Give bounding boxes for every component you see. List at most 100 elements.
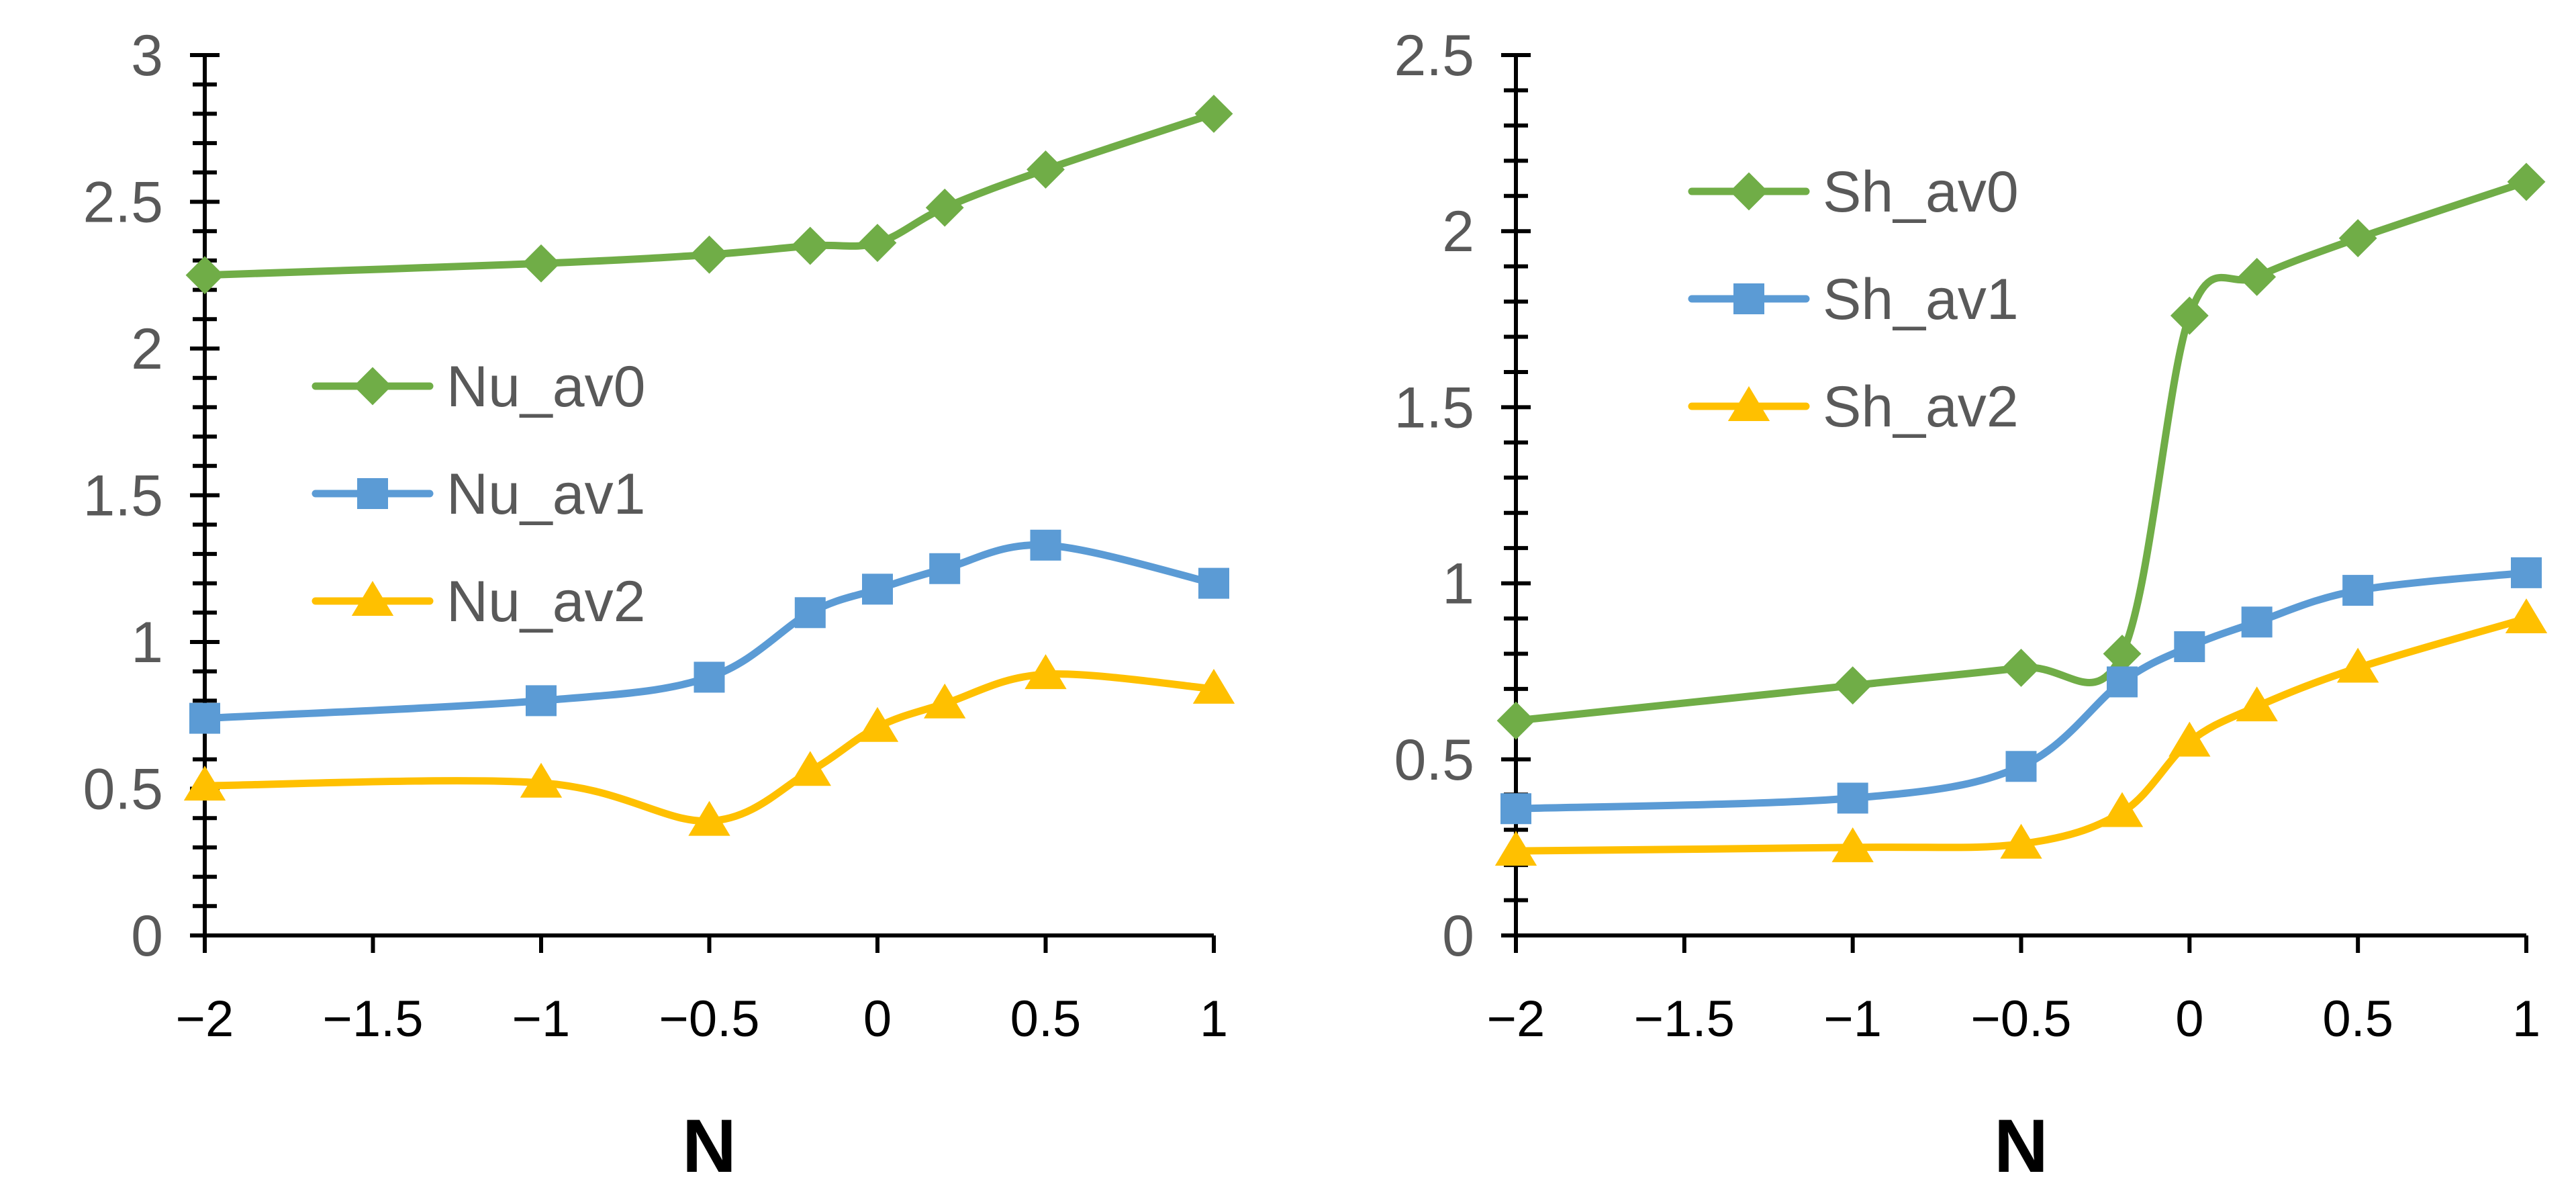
data-point [2168,721,2211,757]
y-tick-label: 1 [1442,552,1474,616]
data-point [1837,782,1868,814]
data-point [925,188,964,227]
legend-marker [353,367,392,406]
data-point [1192,668,1235,704]
data-point [2241,606,2273,638]
data-point [522,244,561,283]
legend-label: Nu_av1 [446,462,645,526]
data-point [789,751,831,786]
legend-entry: Nu_av2 [312,569,645,634]
data-point [1500,793,1531,825]
y-tick-label: 0 [131,904,163,968]
data-point [1194,94,1233,133]
series-Nu_av0 [185,94,1233,295]
legend-marker [357,478,388,509]
series-line [201,670,1218,825]
nu-chart: 0 0.5 1 1.5 2 2.5 3 −2 −1.5 −1 −0.5 0 0.5 1 N Nu_av0 Nu_… [83,24,1235,1188]
x-axis-title: N [682,1104,736,1188]
data-point [856,706,899,742]
data-point [2337,647,2379,683]
data-point [2107,666,2138,698]
data-point [2005,751,2037,782]
y-tick-label: 2.5 [1394,24,1474,88]
x-tick-label: −2 [1487,991,1545,1048]
series-Sh_av2 [1494,598,2548,866]
data-point [185,256,224,295]
y-tick-label: 0 [1442,904,1474,968]
series-line [1512,178,2530,725]
data-point [2338,219,2377,258]
data-point [183,766,226,801]
y-tick-label: 2 [1442,199,1474,264]
data-point [694,661,725,693]
data-point [929,553,961,584]
data-point [1027,150,1065,189]
legend-label: Nu_av0 [446,355,645,419]
y-tick-label: 3 [131,24,163,88]
legend-marker [1727,386,1770,421]
legend-label: Sh_av0 [1823,160,2019,224]
data-point [2174,631,2205,662]
data-point [791,226,830,265]
sh-chart: 0 0.5 1 1.5 2 2.5 −2 −1.5 −1 −0.5 0 0.5 1 N Sh_av0 Sh_a… [1394,24,2548,1188]
data-point [2103,635,2142,673]
data-point [2342,575,2374,606]
x-tick-label: −1.5 [322,991,423,1048]
series-Nu_av1 [189,529,1229,734]
y-tick-label: 1.5 [83,464,163,529]
y-tick-label: 0.5 [83,757,163,822]
legend-marker [1733,283,1764,314]
x-axis-title: N [1994,1104,2048,1188]
x-tick-label: −1 [1823,991,1882,1048]
legend-marker [1729,172,1768,211]
x-tick-label: 1 [1200,991,1228,1048]
x-tick-label: −2 [176,991,234,1048]
x-tick-label: −1 [512,991,571,1048]
x-tick-label: 0.5 [1010,991,1082,1048]
legend-marker [351,581,394,616]
data-point [2505,598,2548,634]
data-point [794,597,826,629]
data-point [688,800,730,836]
legend-entry: Sh_av0 [1688,160,2019,224]
data-point [189,702,220,734]
data-point [520,762,563,798]
data-point [2101,792,2144,827]
data-point [924,683,966,719]
data-point [2236,686,2278,722]
data-point [1831,827,1874,862]
x-tick-label: 0.5 [2322,991,2393,1048]
data-point [1494,831,1537,866]
x-tick-label: 0 [863,991,892,1048]
x-tick-label: −1.5 [1634,991,1735,1048]
data-point [1833,666,1872,705]
legend-label: Sh_av1 [1823,267,2019,332]
data-point [862,573,893,605]
series-Sh_av0 [1496,163,2546,740]
series-Sh_av1 [1500,557,2542,825]
data-point [2507,163,2546,201]
x-tick-label: −0.5 [1970,991,2071,1048]
x-tick-label: 0 [2175,991,2203,1048]
data-point [1496,701,1535,740]
legend-label: Sh_av2 [1823,375,2019,439]
y-tick-label: 2.5 [83,171,163,235]
data-point [2170,296,2209,335]
y-tick-label: 2 [131,317,163,381]
y-tick-label: 1.5 [1394,375,1474,440]
series-Nu_av2 [183,654,1235,836]
y-tick-label: 1 [131,610,163,675]
data-point [526,685,557,717]
data-point [2238,257,2277,296]
legend-entry: Nu_av1 [312,462,645,526]
y-tick-label: 0.5 [1394,728,1474,792]
x-tick-label: 1 [2512,991,2540,1048]
legend-entry: Sh_av1 [1688,267,2019,332]
data-point [1030,529,1061,561]
data-point [1024,654,1067,690]
legend-entry: Nu_av0 [312,355,645,419]
data-point [2000,823,2042,859]
data-point [2002,649,2040,687]
